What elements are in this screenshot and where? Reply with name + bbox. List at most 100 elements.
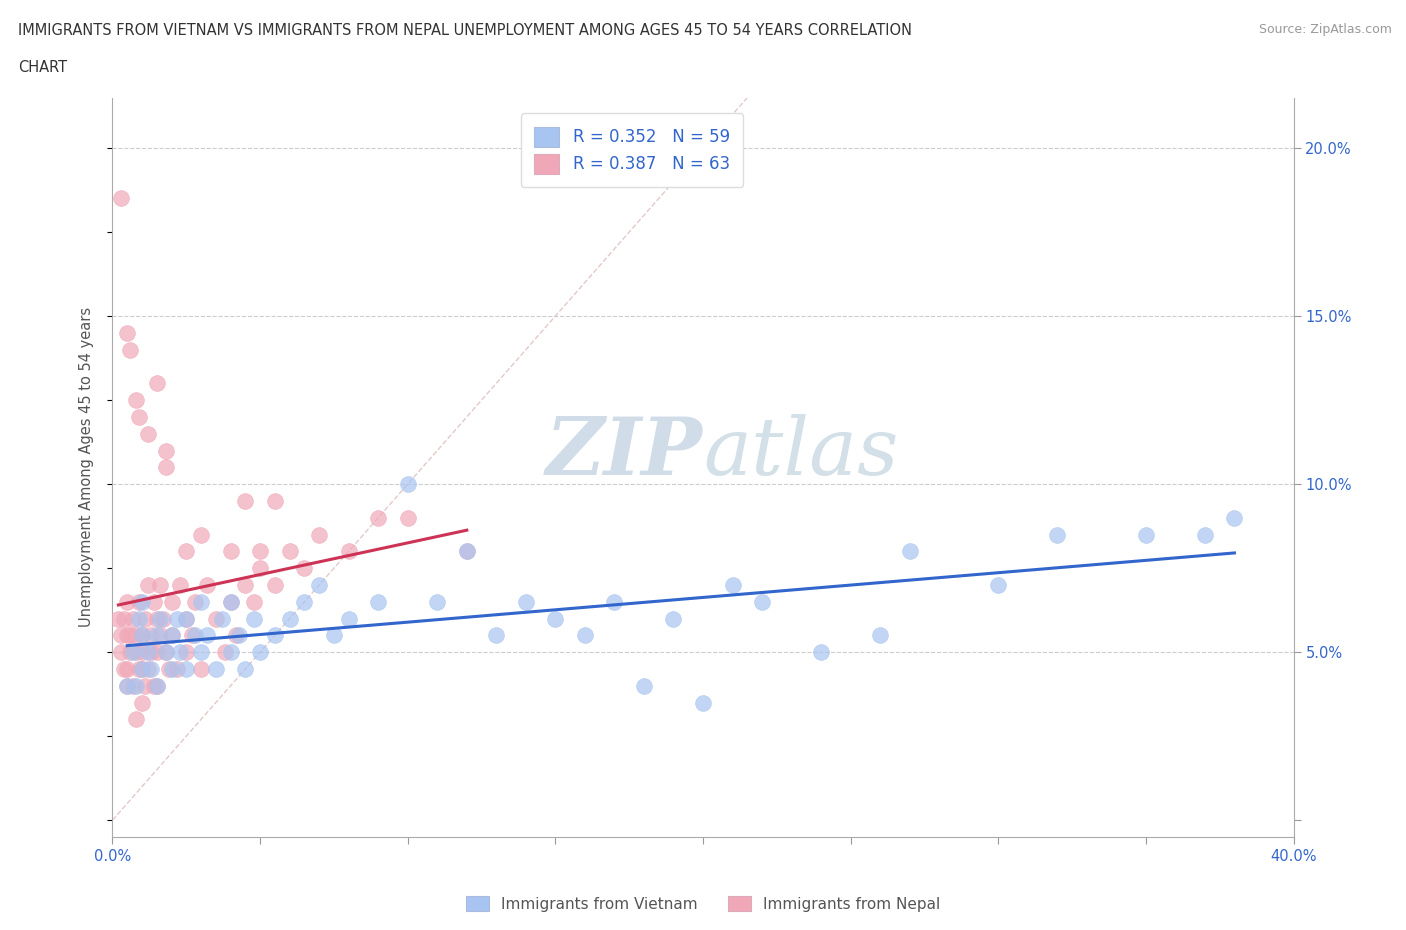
Point [160, 628, 183, 643]
Point [1194, 527, 1216, 542]
Point [117, 678, 138, 693]
Point [160, 661, 183, 676]
Point [751, 594, 773, 609]
Point [174, 661, 197, 676]
Point [149, 611, 172, 626]
Point [174, 544, 197, 559]
Point [662, 611, 685, 626]
Point [146, 678, 169, 693]
Point [149, 628, 172, 643]
Point [112, 661, 135, 676]
Point [142, 594, 165, 609]
Point [184, 594, 207, 609]
Point [146, 644, 169, 659]
Point [515, 594, 537, 609]
Point [1223, 511, 1246, 525]
Point [292, 594, 315, 609]
Text: IMMIGRANTS FROM VIETNAM VS IMMIGRANTS FROM NEPAL UNEMPLOYMENT AMONG AGES 45 TO 5: IMMIGRANTS FROM VIETNAM VS IMMIGRANTS FR… [18, 23, 912, 38]
Point [278, 611, 301, 626]
Point [633, 678, 655, 693]
Point [110, 644, 132, 659]
Point [125, 712, 148, 727]
Point [155, 644, 177, 659]
Point [155, 443, 177, 458]
Point [228, 628, 250, 643]
Point [456, 544, 478, 559]
Point [125, 628, 148, 643]
Point [219, 644, 242, 659]
Point [146, 376, 169, 391]
Point [110, 191, 132, 206]
Point [485, 628, 508, 643]
Point [987, 578, 1010, 592]
Point [117, 628, 138, 643]
Point [131, 594, 153, 609]
Point [122, 644, 145, 659]
Point [169, 644, 191, 659]
Point [134, 611, 156, 626]
Point [243, 594, 266, 609]
Point [810, 644, 832, 659]
Point [721, 578, 744, 592]
Point [131, 644, 153, 659]
Point [117, 326, 138, 340]
Point [367, 594, 389, 609]
Point [169, 578, 191, 592]
Point [136, 426, 159, 441]
Point [136, 578, 159, 592]
Text: CHART: CHART [18, 60, 67, 75]
Point [160, 628, 183, 643]
Point [337, 611, 360, 626]
Point [166, 611, 188, 626]
Point [142, 678, 165, 693]
Point [190, 594, 212, 609]
Point [233, 494, 256, 509]
Point [219, 544, 242, 559]
Point [157, 661, 180, 676]
Point [128, 661, 150, 676]
Point [264, 578, 287, 592]
Text: Source: ZipAtlas.com: Source: ZipAtlas.com [1258, 23, 1392, 36]
Point [125, 678, 148, 693]
Point [122, 611, 145, 626]
Point [134, 678, 156, 693]
Legend: Immigrants from Vietnam, Immigrants from Nepal: Immigrants from Vietnam, Immigrants from… [460, 889, 946, 918]
Point [367, 511, 389, 525]
Point [1135, 527, 1157, 542]
Point [190, 644, 212, 659]
Point [120, 628, 142, 643]
Point [146, 611, 169, 626]
Point [131, 695, 153, 710]
Point [152, 611, 174, 626]
Point [128, 611, 150, 626]
Point [107, 611, 129, 626]
Point [117, 678, 138, 693]
Point [131, 628, 153, 643]
Point [396, 511, 419, 525]
Text: ZIP: ZIP [546, 414, 703, 491]
Point [603, 594, 626, 609]
Legend: R = 0.352   N = 59, R = 0.387   N = 63: R = 0.352 N = 59, R = 0.387 N = 63 [522, 113, 744, 187]
Y-axis label: Unemployment Among Ages 45 to 54 years: Unemployment Among Ages 45 to 54 years [79, 307, 94, 628]
Point [233, 578, 256, 592]
Point [117, 594, 138, 609]
Point [249, 644, 271, 659]
Point [174, 644, 197, 659]
Point [219, 594, 242, 609]
Point [155, 460, 177, 474]
Point [869, 628, 891, 643]
Point [544, 611, 567, 626]
Point [337, 544, 360, 559]
Point [110, 628, 132, 643]
Point [181, 628, 204, 643]
Point [146, 628, 169, 643]
Point [323, 628, 346, 643]
Point [219, 594, 242, 609]
Text: atlas: atlas [703, 414, 898, 491]
Point [149, 578, 172, 592]
Point [233, 661, 256, 676]
Point [174, 611, 197, 626]
Point [205, 611, 228, 626]
Point [128, 409, 150, 424]
Point [131, 661, 153, 676]
